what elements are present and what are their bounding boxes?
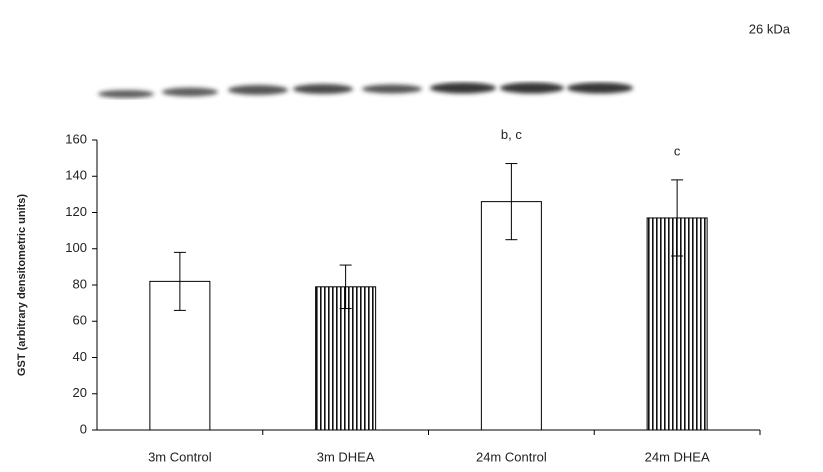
annotation: c xyxy=(674,143,681,158)
western-blot xyxy=(98,83,633,99)
blot-label: 26 kDa xyxy=(749,21,791,36)
annotation: b, c xyxy=(501,127,522,142)
chart: 26 kDa GST (arbitrary densitometric unit… xyxy=(0,0,823,472)
x-tick-label: 3m DHEA xyxy=(317,449,375,464)
y-tick-label: 120 xyxy=(65,204,87,219)
y-tick-label: 80 xyxy=(73,276,87,291)
x-tick-label: 24m Control xyxy=(476,449,547,464)
y-tick-label: 20 xyxy=(73,385,87,400)
x-tick-label: 3m Control xyxy=(148,449,212,464)
y-tick-label: 40 xyxy=(73,349,87,364)
y-tick-label: 160 xyxy=(65,131,87,146)
y-tick-label: 140 xyxy=(65,168,87,183)
y-axis-label: GST (arbitrary densitometric units) xyxy=(16,194,28,376)
y-tick-label: 60 xyxy=(73,313,87,328)
x-tick-label: 24m DHEA xyxy=(645,449,710,464)
y-tick-label: 100 xyxy=(65,240,87,255)
y-tick-label: 0 xyxy=(80,421,87,436)
page: 26 kDa GST (arbitrary densitometric unit… xyxy=(0,0,823,472)
